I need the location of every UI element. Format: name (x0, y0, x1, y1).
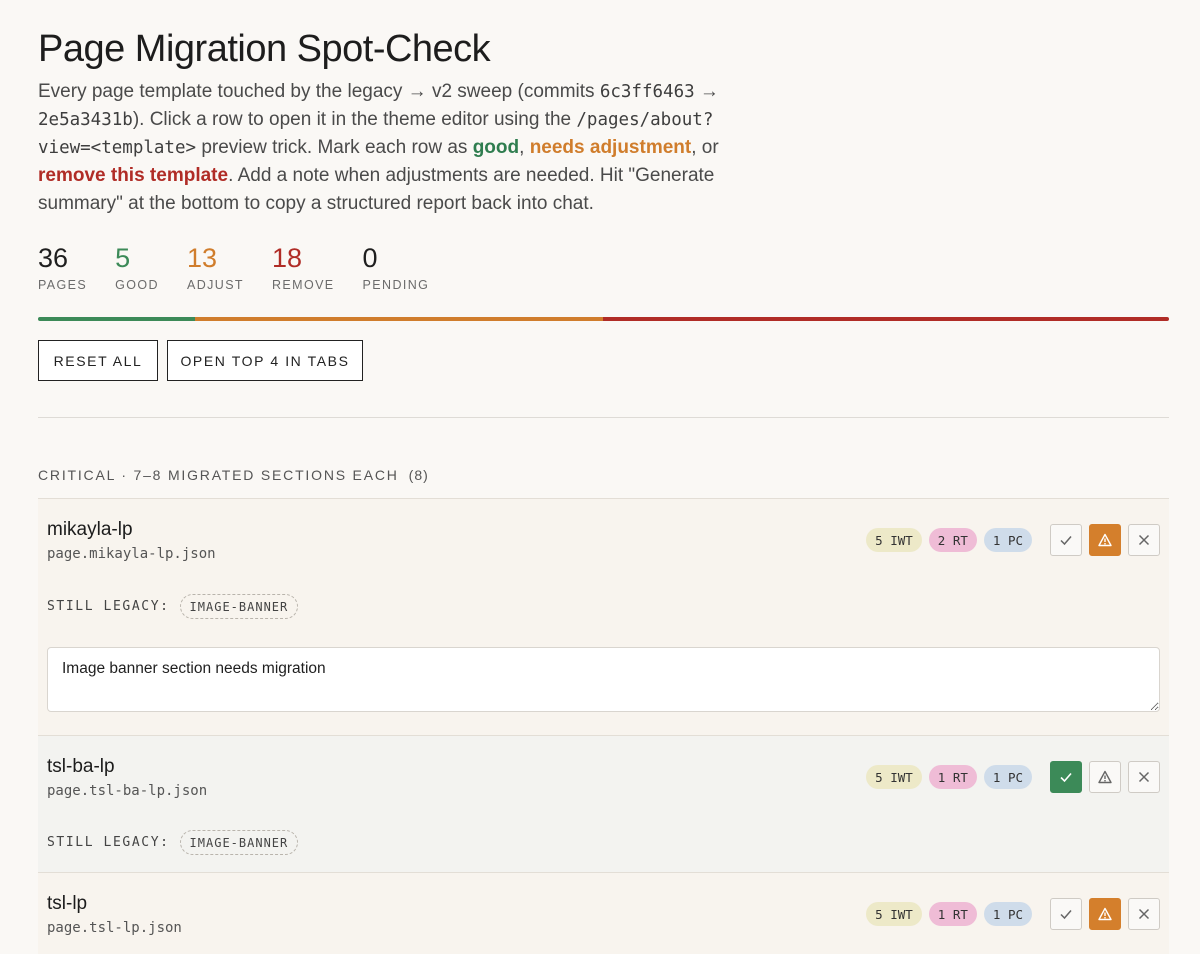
open-top-tabs-button[interactable]: OPEN TOP 4 IN TABS (167, 340, 363, 381)
row-name[interactable]: tsl-ba-lp (47, 756, 115, 777)
stat-pending: 0 PENDING (362, 243, 430, 292)
mark-good-button[interactable] (1050, 898, 1082, 930)
close-icon (1138, 534, 1150, 546)
close-icon (1138, 771, 1150, 783)
row-file: page.tsl-lp.json (47, 920, 182, 936)
mark-remove-button[interactable] (1128, 761, 1160, 793)
stat-adjust: 13 ADJUST (186, 243, 244, 292)
row-file: page.tsl-ba-lp.json (47, 783, 208, 799)
note-field[interactable]: Image banner section needs migration (47, 647, 1160, 712)
badge-pc: 1 PC (983, 528, 1032, 552)
good-term: good (472, 137, 520, 158)
badge-iwt: 5 IWT (866, 765, 922, 789)
page-title: Page Migration Spot-Check (38, 28, 491, 70)
preview-path: /pages/about?view=<template> (38, 110, 714, 158)
reset-all-button[interactable]: RESET ALL (38, 340, 158, 381)
page-row[interactable]: tsl-ba-lp page.tsl-ba-lp.json 5 IWT 1 RT… (38, 735, 1169, 872)
remove-term: remove this template (38, 165, 229, 186)
row-badges: 5 IWT 2 RT 1 PC (866, 528, 1032, 552)
row-actions (1050, 524, 1160, 556)
warning-icon (1098, 770, 1112, 784)
stat-pages: 36 PAGES (38, 243, 88, 292)
still-legacy: STILL LEGACY: IMAGE-BANNER (47, 594, 299, 619)
commit-from: 6c3ff6463 (599, 82, 695, 102)
row-file: page.mikayla-lp.json (47, 546, 216, 562)
mark-remove-button[interactable] (1128, 898, 1160, 930)
check-icon (1060, 910, 1072, 920)
badge-rt: 2 RT (928, 528, 977, 552)
progress-segment-remove (603, 317, 1169, 321)
badge-iwt: 5 IWT (866, 528, 922, 552)
badge-pc: 1 PC (983, 765, 1032, 789)
stats-bar: 36 PAGES 5 GOOD 13 ADJUST 18 REMOVE 0 PE… (38, 242, 457, 292)
close-icon (1138, 908, 1150, 920)
legacy-chip: IMAGE-BANNER (179, 594, 299, 619)
row-actions (1050, 898, 1160, 930)
row-actions (1050, 761, 1160, 793)
commit-to: 2e5a3431b (38, 110, 133, 130)
stat-good: 5 GOOD (115, 243, 159, 292)
progress-bar (38, 317, 1169, 321)
adjust-term: needs adjustment (529, 137, 692, 158)
group-header: CRITICAL · 7–8 MIGRATED SECTIONS EACH (8) (38, 467, 429, 483)
group-count: (8) (408, 467, 429, 483)
progress-segment-good (38, 317, 196, 321)
stat-remove: 18 REMOVE (271, 243, 335, 292)
badge-iwt: 5 IWT (866, 902, 922, 926)
badge-rt: 1 RT (928, 765, 977, 789)
legacy-chip: IMAGE-BANNER (179, 830, 299, 855)
warning-icon (1098, 907, 1112, 921)
mark-remove-button[interactable] (1128, 524, 1160, 556)
mark-adjust-button[interactable] (1089, 898, 1121, 930)
intro-text: Every page template touched by the legac… (38, 81, 719, 214)
check-icon (1060, 536, 1072, 546)
progress-segment-adjust (195, 317, 604, 321)
warning-icon (1098, 533, 1112, 547)
row-name[interactable]: tsl-lp (47, 893, 88, 914)
mark-adjust-button[interactable] (1089, 524, 1121, 556)
badge-rt: 1 RT (928, 902, 977, 926)
check-icon (1060, 772, 1072, 783)
row-badges: 5 IWT 1 RT 1 PC (866, 902, 1032, 926)
mark-good-button[interactable] (1050, 524, 1082, 556)
row-badges: 5 IWT 1 RT 1 PC (866, 765, 1032, 789)
page-row[interactable]: mikayla-lp page.mikayla-lp.json 5 IWT 2 … (38, 498, 1169, 736)
divider (38, 417, 1169, 418)
row-name[interactable]: mikayla-lp (47, 519, 133, 540)
mark-good-button[interactable] (1050, 761, 1082, 793)
mark-adjust-button[interactable] (1089, 761, 1121, 793)
page-row[interactable]: tsl-lp page.tsl-lp.json 5 IWT 1 RT 1 PC (38, 872, 1169, 954)
badge-pc: 1 PC (983, 902, 1032, 926)
still-legacy: STILL LEGACY: IMAGE-BANNER (47, 830, 299, 855)
